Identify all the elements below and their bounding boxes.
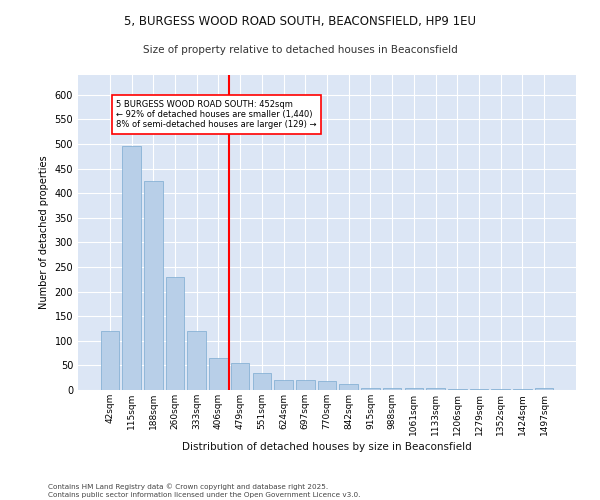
Bar xyxy=(274,380,293,390)
Bar xyxy=(404,388,423,390)
Bar xyxy=(448,389,467,390)
Bar xyxy=(296,380,314,390)
Bar xyxy=(253,373,271,390)
Text: Size of property relative to detached houses in Beaconsfield: Size of property relative to detached ho… xyxy=(143,45,457,55)
Bar xyxy=(470,389,488,390)
Bar xyxy=(144,181,163,390)
Bar xyxy=(187,331,206,390)
Bar xyxy=(535,388,553,390)
Bar xyxy=(209,358,227,390)
Y-axis label: Number of detached properties: Number of detached properties xyxy=(39,156,49,310)
Bar xyxy=(427,388,445,390)
Bar xyxy=(166,277,184,390)
Bar xyxy=(122,146,141,390)
Text: 5 BURGESS WOOD ROAD SOUTH: 452sqm
← 92% of detached houses are smaller (1,440)
8: 5 BURGESS WOOD ROAD SOUTH: 452sqm ← 92% … xyxy=(116,100,317,130)
Bar xyxy=(101,331,119,390)
Bar xyxy=(383,388,401,390)
Text: Distribution of detached houses by size in Beaconsfield: Distribution of detached houses by size … xyxy=(182,442,472,452)
Bar xyxy=(361,388,380,390)
Bar xyxy=(340,384,358,390)
Bar xyxy=(513,389,532,390)
Bar xyxy=(231,363,250,390)
Bar xyxy=(318,381,336,390)
Text: 5, BURGESS WOOD ROAD SOUTH, BEACONSFIELD, HP9 1EU: 5, BURGESS WOOD ROAD SOUTH, BEACONSFIELD… xyxy=(124,15,476,28)
Bar xyxy=(491,389,510,390)
Text: Contains HM Land Registry data © Crown copyright and database right 2025.
Contai: Contains HM Land Registry data © Crown c… xyxy=(48,484,361,498)
